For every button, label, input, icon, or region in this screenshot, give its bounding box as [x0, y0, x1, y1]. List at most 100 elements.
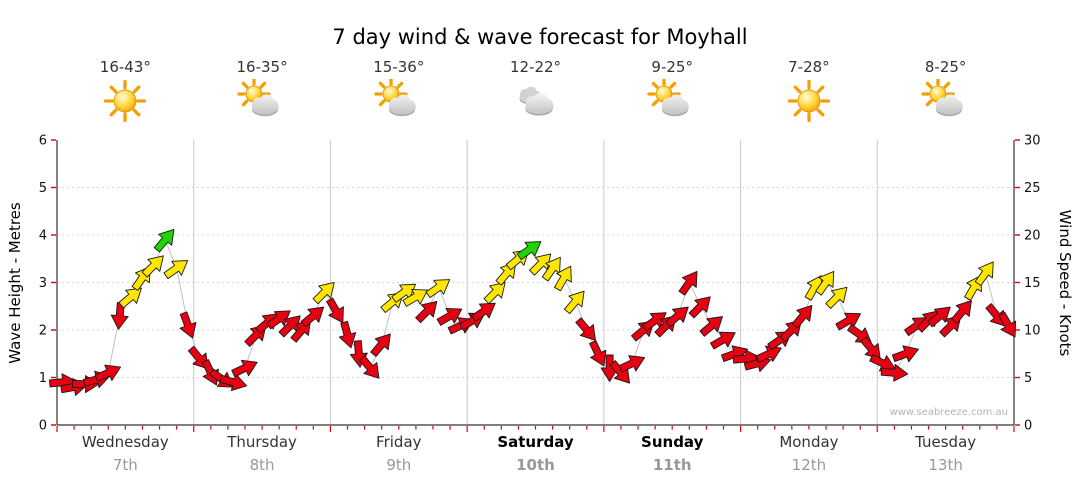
day-date: 8th [249, 456, 275, 474]
wind-arrow [326, 297, 344, 324]
svg-text:15: 15 [1024, 276, 1041, 291]
wind-arrow [699, 316, 723, 337]
svg-text:5: 5 [1024, 371, 1032, 386]
wind-arrow [436, 307, 463, 326]
day-axis-label: Sunday 11th [602, 433, 742, 474]
temperature-range: 8-25° [924, 58, 967, 76]
wind-arrow [835, 312, 861, 331]
day-name: Wednesday [81, 433, 169, 451]
wind-arrow [665, 306, 689, 328]
temperature-range: 15-36° [373, 58, 425, 76]
wind-arrow [163, 260, 189, 280]
day-date: 10th [516, 456, 555, 474]
day-date: 12th [791, 456, 827, 474]
wind-arrow [554, 265, 572, 292]
page-title: 7 day wind & wave forecast for Moyhall [332, 25, 748, 49]
day-date: 9th [386, 456, 412, 474]
day-date: 11th [652, 456, 692, 474]
day-name: Monday [779, 433, 839, 451]
wind-arrow [402, 288, 429, 307]
day-name: Saturday [497, 433, 574, 451]
svg-text:30: 30 [1024, 134, 1041, 149]
day-name: Thursday [227, 433, 297, 451]
wind-arrow [563, 290, 585, 315]
wind-arrow [483, 282, 506, 305]
wind-arrow [710, 331, 736, 350]
day-name: Tuesday [915, 433, 977, 451]
partly-cloudy-icon [647, 77, 689, 117]
wind-arrow [516, 241, 542, 261]
sunny-icon [104, 79, 147, 123]
wind-arrow [141, 255, 164, 278]
forecast-day-header: 16-43° [73, 58, 177, 127]
wind-arrow [618, 355, 645, 373]
wind-arrow [825, 286, 848, 309]
svg-text:4: 4 [39, 229, 47, 244]
forecast-day-header: 9-25° [620, 58, 724, 127]
forecast-plot: 0 1 2 3 4 5 6 0 5 10 15 20 25 30 [39, 134, 1041, 434]
temperature-range: 12-22° [509, 58, 562, 76]
wind-arrow [110, 302, 129, 330]
wind-arrow [425, 279, 451, 299]
wind-arrow [985, 303, 1007, 327]
cloudy-icon [519, 86, 553, 116]
day-axis-label: Thursday 8th [192, 433, 332, 474]
wind-arrow [219, 373, 248, 391]
svg-text:5: 5 [39, 181, 47, 196]
wind-arrow [338, 320, 357, 349]
svg-text:0: 0 [39, 419, 47, 434]
wind-arrow [688, 296, 711, 319]
wind-arrow [370, 333, 391, 357]
wind-arrow [118, 287, 142, 309]
day-date: 7th [112, 456, 138, 474]
forecast-day-header: 15-36° [347, 58, 451, 127]
wind-arrow [415, 301, 438, 324]
wind-arrow [589, 340, 607, 367]
day-axis-label: Wednesday 7th [55, 433, 195, 474]
wind-arrow [575, 317, 596, 341]
svg-text:25: 25 [1024, 181, 1041, 196]
forecast-day-header: 7-28° [757, 58, 861, 127]
day-axis-label: Monday 12th [739, 433, 879, 474]
wind-arrow [927, 306, 951, 328]
wind-arrow [791, 305, 813, 329]
wind-arrow [951, 300, 972, 324]
temperature-range: 7-28° [788, 58, 830, 76]
wind-arrow [998, 311, 1017, 338]
svg-text:1: 1 [39, 371, 47, 386]
wind-arrow [880, 363, 909, 382]
wind-arrow [231, 359, 258, 378]
wind-arrow [471, 302, 496, 322]
wind-arrow [678, 270, 698, 296]
forecast-day-header: 16-35° [210, 58, 314, 127]
wind-arrow [312, 282, 335, 305]
wind-arrow [179, 311, 197, 339]
wind-arrow [266, 310, 291, 330]
svg-text:3: 3 [39, 276, 47, 291]
temperature-range: 16-35° [236, 58, 288, 76]
wind-arrow [358, 355, 380, 379]
wind-arrow [891, 345, 919, 363]
watermark: www.seabreeze.com.au [889, 407, 1008, 418]
day-name: Sunday [641, 433, 704, 451]
svg-text:20: 20 [1024, 229, 1041, 244]
partly-cloudy-icon [374, 77, 416, 117]
wind-arrow [974, 261, 994, 287]
day-date: 13th [928, 456, 963, 474]
svg-text:10: 10 [1024, 324, 1041, 339]
wind-arrow [541, 256, 561, 282]
partly-cloudy-icon [920, 77, 963, 117]
wind-arrow [815, 270, 835, 296]
svg-text:0: 0 [1024, 419, 1032, 434]
day-name: Friday [376, 433, 422, 451]
partly-cloudy-icon [237, 77, 279, 117]
temperature-range: 9-25° [651, 58, 693, 76]
forecast-day-header: 8-25° [894, 58, 998, 127]
svg-text:2: 2 [39, 324, 47, 339]
sunny-icon [787, 79, 831, 123]
wind-arrow [153, 229, 175, 253]
day-axis-label: Saturday 10th [466, 433, 606, 474]
forecast-day-header: 12-22° [484, 58, 588, 127]
wind-arrow [300, 306, 325, 328]
svg-text:6: 6 [39, 134, 47, 149]
